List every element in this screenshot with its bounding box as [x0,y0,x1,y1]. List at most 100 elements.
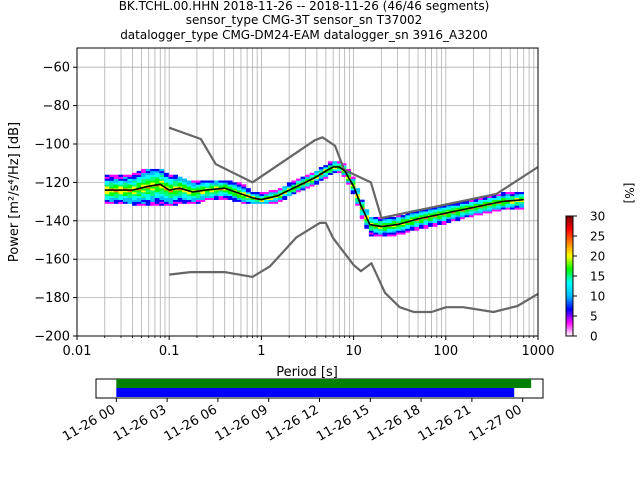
density-cell [186,188,192,191]
density-cell [245,192,251,195]
density-cell [200,184,206,187]
density-cell [496,199,502,202]
density-cell [159,178,165,181]
density-cell [141,188,147,191]
density-cell [473,209,479,212]
density-cell [218,182,224,185]
density-cell [141,172,147,176]
density-cell [414,220,420,224]
noise-model-high-line [168,126,539,219]
density-cell [405,222,411,225]
density-cell [350,182,356,185]
density-cell [163,193,169,197]
density-cell [118,182,124,185]
density-cell [382,220,388,224]
x-axis-label: Period [s] [276,365,338,380]
density-cell [150,197,156,200]
density-cell [309,184,315,187]
density-cell [318,168,324,172]
density-cell [132,178,137,181]
density-cell [314,170,320,174]
density-cell [163,180,169,183]
density-cell [491,207,497,210]
density-cell [154,201,160,204]
density-cell [487,197,493,200]
density-cell [150,186,156,189]
density-cell [459,216,465,220]
density-cell [264,195,269,199]
density-cell [405,215,411,218]
density-cell [218,186,224,189]
density-cell [377,220,383,224]
density-cell [282,190,288,193]
density-cell [163,184,169,187]
density-cell [309,180,315,183]
density-cell [173,201,178,204]
density-cell [245,193,251,197]
density-cell [428,220,433,224]
density-cell [145,174,151,177]
density-cell [150,182,156,185]
density-cell [350,188,356,191]
density-cell [195,180,201,183]
density-cell [227,190,233,193]
density-cell [141,190,147,193]
density-cell [318,178,324,181]
density-cell [209,186,215,189]
density-cell [519,192,525,195]
y-tick-label: −200 [34,330,70,345]
density-cell [259,195,265,199]
density-cell [118,188,124,191]
title-line-3: datalogger_type CMG-DM24-EAM datalogger_… [120,28,488,42]
density-cell [204,180,210,183]
colorbar-tick-label: 20 [590,250,605,264]
density-cell [186,193,192,197]
density-cell [245,190,251,193]
density-cell [223,193,229,197]
density-cell [318,167,324,170]
density-cell [491,195,497,199]
density-cell [132,186,137,189]
density-cell [373,220,379,224]
density-cell [437,218,443,222]
density-cell [191,195,197,199]
density-cell [459,215,465,218]
density-cell [400,224,406,227]
density-cell [478,209,484,212]
density-cell [318,170,324,174]
density-cell [382,228,388,231]
density-cell [273,190,279,193]
density-cell [364,211,370,214]
density-cell [450,213,456,216]
density-cell [414,224,420,227]
density-cell [373,234,379,237]
timeline-tick-label: 11-26 15 [314,402,372,444]
density-cell [377,228,383,231]
density-cell [305,184,310,187]
density-cell [250,193,256,197]
density-cell [232,184,238,187]
density-cell [268,197,274,200]
density-cell [191,197,197,200]
x-tick-label: 0.01 [63,344,92,359]
density-cell [255,193,260,197]
density-cell [186,199,192,202]
density-cell [191,182,197,185]
density-cell [359,216,365,220]
density-cell [414,228,420,231]
density-cell [487,209,493,212]
density-cell [236,193,242,197]
density-cell [291,180,297,183]
density-cell [186,186,192,189]
density-cell [200,197,206,200]
density-cell [359,199,365,202]
density-cell [446,207,452,210]
density-cell [396,230,402,233]
density-cell [214,182,219,185]
density-cell [400,216,406,220]
density-cell [396,226,402,229]
density-cell [173,176,178,179]
density-cell [418,222,424,225]
density-cell [168,195,174,199]
density-cell [396,218,402,222]
